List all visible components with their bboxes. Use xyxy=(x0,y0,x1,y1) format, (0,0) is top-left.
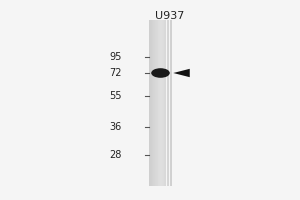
Polygon shape xyxy=(173,69,190,77)
Bar xyxy=(162,20,163,186)
Bar xyxy=(168,20,169,186)
Bar xyxy=(152,20,153,186)
Bar xyxy=(161,20,162,186)
Bar xyxy=(170,20,171,186)
Bar xyxy=(155,20,156,186)
Text: 55: 55 xyxy=(109,91,122,101)
Bar xyxy=(160,20,161,186)
Bar xyxy=(149,20,150,186)
Bar xyxy=(159,20,160,186)
Bar xyxy=(169,20,170,186)
Text: 36: 36 xyxy=(109,122,122,132)
Bar xyxy=(154,20,155,186)
Bar xyxy=(166,20,167,186)
Bar xyxy=(158,20,159,186)
Text: 28: 28 xyxy=(109,150,122,160)
Bar xyxy=(169,20,170,186)
Bar xyxy=(156,20,157,186)
Ellipse shape xyxy=(151,68,170,78)
Bar xyxy=(157,20,158,186)
Text: U937: U937 xyxy=(155,11,184,21)
Bar xyxy=(165,20,166,186)
Text: 72: 72 xyxy=(109,68,122,78)
Bar xyxy=(163,20,164,186)
Bar xyxy=(164,20,165,186)
Text: 95: 95 xyxy=(109,52,122,62)
Bar xyxy=(151,20,152,186)
Bar xyxy=(153,20,154,186)
Bar xyxy=(167,20,168,186)
Bar xyxy=(150,20,151,186)
Bar xyxy=(171,20,172,186)
